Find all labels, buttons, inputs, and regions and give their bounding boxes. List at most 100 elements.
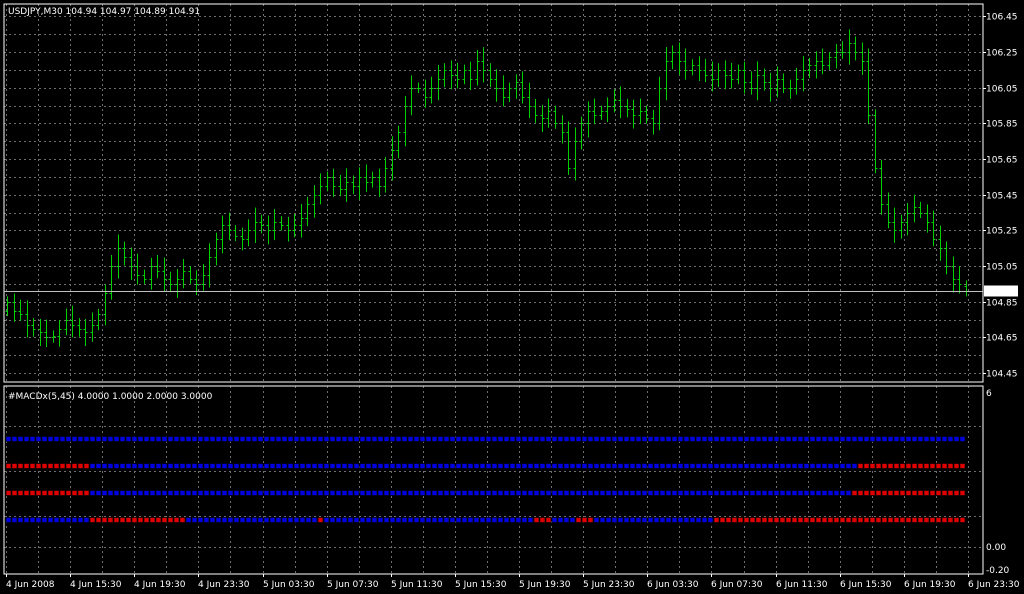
macd-square — [761, 436, 768, 442]
macd-square — [185, 517, 192, 523]
macd-square — [209, 517, 216, 523]
time-tick-label: 5 Jun 23:30 — [583, 580, 635, 590]
macd-square — [17, 517, 24, 523]
main-grid — [4, 4, 983, 382]
macd-square — [377, 490, 384, 496]
ohlc-bar — [768, 72, 773, 102]
macd-square — [89, 436, 96, 442]
macd-square — [509, 517, 516, 523]
macd-square — [797, 463, 804, 469]
macd-square — [161, 517, 168, 523]
macd-square — [191, 463, 198, 469]
ohlc-bar — [90, 312, 95, 342]
ohlc-bar — [546, 98, 551, 128]
ohlc-bar — [788, 79, 793, 99]
ohlc-bar — [214, 232, 219, 266]
time-tick-label: 6 Jun 23:30 — [968, 580, 1020, 590]
macd-square — [227, 517, 234, 523]
macd-square — [173, 463, 180, 469]
time-tick-label: 6 Jun 19:30 — [904, 580, 956, 590]
ohlc-bar — [964, 280, 969, 297]
macd-square — [17, 463, 24, 469]
macd-square — [11, 463, 18, 469]
macd-square — [155, 517, 162, 523]
macd-square — [503, 517, 510, 523]
ohlc-bar — [364, 164, 369, 192]
macd-square — [329, 463, 336, 469]
macd-square — [665, 490, 672, 496]
macd-square — [125, 463, 132, 469]
macd-square — [23, 463, 30, 469]
time-tick-label: 6 Jun 03:30 — [647, 580, 699, 590]
macd-square — [17, 490, 24, 496]
ohlc-bar — [318, 173, 323, 205]
ohlc-bar — [155, 255, 160, 279]
macd-square — [197, 436, 204, 442]
macd-square — [233, 436, 240, 442]
macd-square — [377, 436, 384, 442]
macd-square — [839, 517, 846, 523]
macd-square — [503, 463, 510, 469]
macd-square — [65, 490, 72, 496]
macd-square — [803, 463, 810, 469]
macd-square — [575, 490, 582, 496]
macd-square — [911, 436, 918, 442]
ohlc-bar — [853, 36, 858, 61]
indicator-frame[interactable] — [3, 385, 984, 575]
ohlc-bar — [25, 300, 30, 338]
macd-square — [743, 517, 750, 523]
macd-square — [89, 490, 96, 496]
price-tick-label: 104.65 — [986, 334, 1018, 344]
macd-square — [707, 517, 714, 523]
macd-square — [551, 517, 558, 523]
macd-square — [119, 517, 126, 523]
macd-square — [725, 490, 732, 496]
macd-square — [239, 463, 246, 469]
macd-square — [95, 517, 102, 523]
macd-square — [179, 490, 186, 496]
ohlc-bar — [957, 266, 962, 294]
macd-square — [863, 463, 870, 469]
macd-square — [617, 490, 624, 496]
macd-square — [83, 517, 90, 523]
ohlc-bar — [488, 63, 493, 88]
macd-square — [71, 463, 78, 469]
ohlc-bar — [12, 293, 17, 322]
macd-square — [923, 463, 930, 469]
macd-square — [365, 517, 372, 523]
macd-square — [53, 490, 60, 496]
macd-square — [767, 490, 774, 496]
macd-square — [629, 436, 636, 442]
macd-square — [269, 463, 276, 469]
macd-square — [911, 490, 918, 496]
macd-square — [887, 517, 894, 523]
macd-square — [371, 436, 378, 442]
macd-square — [737, 490, 744, 496]
macd-row — [5, 517, 966, 523]
macd-square — [725, 463, 732, 469]
macd-square — [101, 436, 108, 442]
macd-square — [251, 517, 258, 523]
time-axis[interactable]: 4 Jun 2008 4 Jun 15:30 4 Jun 19:30 4 Jun 23… — [6, 574, 1020, 590]
ohlc-bar — [142, 269, 147, 284]
macd-square — [923, 436, 930, 442]
macd-square — [335, 517, 342, 523]
price-axis[interactable]: 106.45 106.25 106.05 105.85 105.65 105.45 105.… — [983, 13, 1018, 380]
macd-square — [791, 463, 798, 469]
main-chart-frame[interactable] — [3, 3, 984, 383]
macd-square — [203, 490, 210, 496]
ohlc-bar — [729, 62, 734, 89]
time-tick-label: 4 Jun 23:30 — [198, 580, 250, 590]
indicator-header: #MACDx(5,45) 4.0000 1.0000 2.0000 3.0000 — [8, 392, 213, 402]
macd-square — [545, 463, 552, 469]
price-tick-label: 104.85 — [986, 299, 1018, 309]
macd-square — [287, 490, 294, 496]
indicator-axis[interactable]: 6 0.00 -0.20 — [986, 389, 1010, 576]
ohlc-bar — [449, 60, 454, 90]
macd-square — [671, 490, 678, 496]
macd-square — [881, 463, 888, 469]
macd-square — [821, 463, 828, 469]
macd-square — [161, 463, 168, 469]
macd-square — [107, 517, 114, 523]
